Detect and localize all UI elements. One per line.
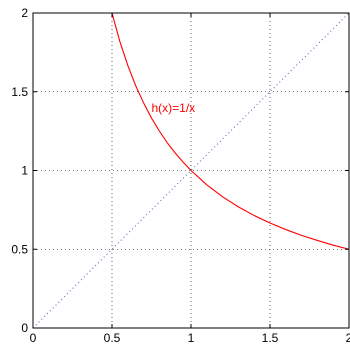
axis-ticks: 0 0.5 1 1.5 2 0 0.5 1 1.5 2 xyxy=(11,6,350,345)
series-line-reciprocal xyxy=(111,12,350,250)
x-tick-label: 0 xyxy=(30,331,37,345)
annotations: h(x)=1/x xyxy=(152,101,196,115)
y-tick-label: 0.5 xyxy=(11,242,28,256)
y-tick-label: 0 xyxy=(21,321,28,335)
grid xyxy=(33,13,349,328)
x-tick-label: 0.5 xyxy=(104,331,121,345)
y-tick-label: 1.5 xyxy=(11,85,28,99)
x-tick-label: 2 xyxy=(346,331,350,345)
y-tick-label: 1 xyxy=(21,164,28,178)
x-tick-label: 1 xyxy=(188,331,195,345)
curve-label: h(x)=1/x xyxy=(152,101,196,115)
series-layer xyxy=(32,12,350,329)
x-tick-label: 1.5 xyxy=(262,331,279,345)
y-tick-label: 2 xyxy=(21,6,28,20)
